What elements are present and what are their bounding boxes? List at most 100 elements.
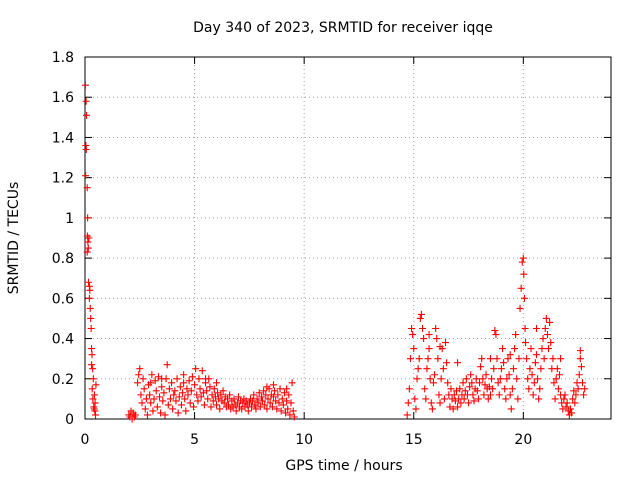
data-point <box>137 391 145 399</box>
data-point <box>449 405 457 413</box>
x-tick-label: 15 <box>405 432 423 448</box>
data-point <box>253 395 261 403</box>
data-point <box>256 403 264 411</box>
data-point <box>213 401 220 409</box>
data-point <box>84 214 92 222</box>
data-points <box>81 81 589 423</box>
data-point <box>259 397 267 405</box>
data-point <box>545 345 553 353</box>
data-point <box>491 327 499 335</box>
data-point <box>454 359 462 367</box>
data-point <box>186 399 194 407</box>
data-point <box>536 385 544 393</box>
y-tick-label: 1.8 <box>52 50 74 66</box>
data-point <box>534 375 542 383</box>
data-point <box>512 331 520 339</box>
data-point <box>274 391 282 399</box>
data-point <box>410 345 418 353</box>
data-point <box>225 401 233 409</box>
data-point <box>187 387 195 395</box>
data-point <box>529 391 537 399</box>
data-point <box>196 385 204 393</box>
data-point <box>151 377 159 385</box>
data-point <box>488 375 496 383</box>
data-point <box>91 399 99 407</box>
data-point <box>193 391 201 399</box>
data-point <box>86 304 94 312</box>
data-point <box>507 405 515 413</box>
data-point <box>169 405 177 413</box>
data-point <box>537 365 545 373</box>
data-point <box>138 399 146 407</box>
data-point <box>264 395 272 403</box>
data-point <box>184 391 192 399</box>
data-point <box>425 331 433 339</box>
data-point <box>160 389 168 397</box>
data-point <box>575 371 583 379</box>
data-point <box>481 381 489 389</box>
data-point <box>566 405 574 413</box>
data-point <box>179 389 187 397</box>
data-point <box>526 365 534 373</box>
data-point <box>171 387 179 395</box>
data-point <box>502 395 510 403</box>
data-point <box>543 331 551 339</box>
data-point <box>283 397 291 405</box>
data-point <box>442 339 450 347</box>
data-point <box>157 409 165 417</box>
data-point <box>427 399 435 407</box>
data-point <box>473 387 481 395</box>
data-point <box>290 413 298 421</box>
data-point <box>439 365 447 373</box>
data-point <box>469 391 477 399</box>
data-point <box>266 399 274 407</box>
data-point <box>468 379 476 387</box>
axis-ticks: 0 0.2 0.4 0.6 0.8 1 1.2 1.4 1.6 1.8 0 5 10 15 20 <box>52 50 611 448</box>
data-point <box>569 395 577 403</box>
data-point <box>521 325 529 332</box>
data-point <box>417 310 425 318</box>
data-point <box>91 407 99 415</box>
data-point <box>551 395 559 403</box>
y-tick-label: 1.2 <box>52 171 74 187</box>
data-point <box>275 399 283 407</box>
data-point <box>581 385 589 393</box>
data-point <box>580 391 588 399</box>
y-tick-label: 1.6 <box>52 90 74 106</box>
data-point <box>513 375 521 383</box>
y-tick-label: 0.6 <box>52 291 74 307</box>
data-point <box>563 399 571 407</box>
data-point <box>494 379 502 387</box>
data-point <box>92 381 100 389</box>
data-point <box>204 395 212 403</box>
data-point <box>432 325 440 332</box>
data-point <box>497 365 505 373</box>
data-point <box>467 371 475 379</box>
data-point <box>579 379 587 387</box>
data-point <box>429 379 437 387</box>
data-point <box>531 359 539 367</box>
data-point <box>82 146 90 154</box>
data-point <box>509 365 517 373</box>
data-point <box>277 407 285 415</box>
data-point <box>505 371 513 379</box>
data-point <box>419 325 427 332</box>
data-point <box>276 385 284 393</box>
y-tick-label: 1.4 <box>52 130 74 146</box>
x-tick-label: 20 <box>514 432 532 448</box>
data-point <box>213 379 220 387</box>
data-point <box>89 375 97 383</box>
data-point <box>255 389 263 397</box>
data-point <box>420 335 428 343</box>
data-point <box>532 325 540 332</box>
data-point <box>416 314 424 322</box>
data-point <box>490 365 498 373</box>
data-point <box>83 184 91 192</box>
data-point <box>476 379 483 387</box>
data-point <box>437 375 445 383</box>
data-point <box>506 391 514 399</box>
data-point <box>284 405 292 413</box>
data-point <box>520 294 528 302</box>
data-point <box>278 395 286 403</box>
data-point <box>150 395 158 403</box>
